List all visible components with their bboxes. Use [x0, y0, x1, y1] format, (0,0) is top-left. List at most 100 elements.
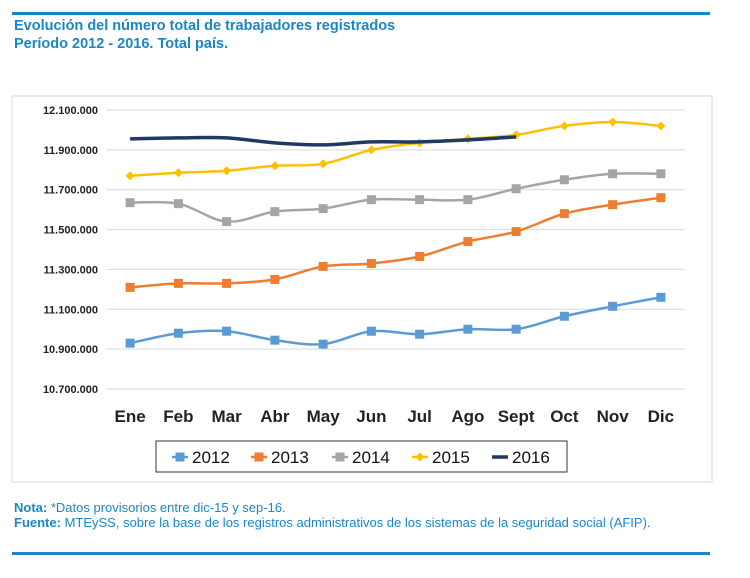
y-tick-label: 11.300.000 — [44, 264, 98, 276]
data-point-2014 — [415, 195, 425, 205]
axes: 10.700.000 10.900.000 11.100.000 11.300.000… — [43, 105, 674, 426]
bottom-rule — [12, 552, 710, 555]
data-point-2013 — [463, 237, 473, 247]
x-tick-label: Jul — [407, 407, 432, 426]
legend-item-2012: 2012 — [172, 448, 230, 467]
data-point-2015 — [559, 121, 569, 131]
source-text: MTEySS, sobre la base de los registros a… — [60, 515, 651, 530]
data-point-2012 — [511, 324, 521, 334]
series-2012 — [125, 292, 666, 349]
data-point-2015 — [318, 159, 328, 169]
data-point-2014 — [559, 175, 569, 185]
legend-marker-2015 — [415, 452, 425, 462]
y-tick-label: 11.700.000 — [44, 185, 98, 197]
chart-title-line1: Evolución del número total de trabajador… — [14, 18, 396, 34]
data-point-2014 — [463, 195, 473, 205]
data-point-2015 — [173, 168, 183, 178]
note-line: Nota: *Datos provisorios entre dic-15 y … — [14, 500, 714, 515]
y-tick-label: 11.900.000 — [44, 145, 98, 157]
legend-item-2013: 2013 — [251, 448, 309, 467]
data-point-2013 — [270, 274, 280, 284]
data-point-2013 — [173, 278, 183, 288]
y-tick-label: 10.900.000 — [43, 344, 98, 356]
x-tick-label: Jun — [356, 407, 386, 426]
data-point-2012 — [656, 292, 666, 302]
top-rule — [12, 12, 710, 15]
data-point-2014 — [222, 217, 232, 227]
data-point-2012 — [608, 301, 618, 311]
x-tick-label: Ene — [115, 407, 146, 426]
series-lines — [125, 117, 666, 349]
legend-marker-2013 — [254, 452, 264, 462]
data-point-2014 — [656, 169, 666, 179]
data-point-2013 — [366, 258, 376, 268]
data-point-2015 — [125, 171, 135, 181]
series-2013 — [125, 193, 666, 292]
x-tick-label: Mar — [212, 407, 243, 426]
data-point-2014 — [511, 184, 521, 194]
data-point-2012 — [270, 335, 280, 345]
legend-item-2014: 2014 — [332, 448, 390, 467]
chart-subtitle: Período 2012 - 2016. Total país. — [14, 36, 229, 52]
data-point-2012 — [318, 339, 328, 349]
data-point-2012 — [366, 326, 376, 336]
data-point-2014 — [270, 207, 280, 217]
source-label: Fuente: — [14, 515, 61, 530]
data-point-2013 — [511, 227, 521, 237]
series-2014 — [125, 169, 666, 227]
data-point-2012 — [222, 326, 232, 336]
x-tick-label: Dic — [648, 407, 674, 426]
footnotes: Nota: *Datos provisorios entre dic-15 y … — [14, 500, 714, 530]
data-point-2014 — [366, 195, 376, 205]
data-point-2014 — [125, 198, 135, 208]
y-tick-label: 11.100.000 — [44, 304, 98, 316]
data-point-2013 — [656, 193, 666, 203]
data-point-2014 — [173, 199, 183, 209]
data-point-2013 — [318, 261, 328, 271]
y-tick-label: 11.500.000 — [44, 225, 98, 237]
data-point-2012 — [173, 328, 183, 338]
x-tick-label: Nov — [597, 407, 630, 426]
line-chart: 10.700.000 10.900.000 11.100.000 11.300.000… — [11, 95, 713, 483]
data-point-2015 — [656, 121, 666, 131]
gridlines — [106, 109, 685, 390]
x-tick-label: Sept — [498, 407, 535, 426]
data-point-2013 — [608, 200, 618, 210]
legend-item-2016: 2016 — [492, 448, 550, 467]
legend: 2012 2013 2014 2015 2016 — [155, 440, 568, 473]
legend-label-2014: 2014 — [352, 448, 390, 467]
legend-marker-2012 — [175, 452, 185, 462]
data-point-2012 — [125, 338, 135, 348]
chart-title: Evolución del número total de trabajador… — [14, 17, 395, 53]
series-2015 — [125, 117, 666, 181]
data-point-2015 — [270, 161, 280, 171]
data-point-2013 — [222, 278, 232, 288]
data-point-2014 — [318, 204, 328, 214]
legend-item-2015: 2015 — [412, 448, 470, 467]
x-tick-label: May — [307, 407, 341, 426]
note-label: Nota: — [14, 500, 48, 515]
data-point-2015 — [608, 117, 618, 127]
y-tick-label: 12.100.000 — [43, 105, 98, 117]
data-point-2012 — [463, 324, 473, 334]
legend-label-2015: 2015 — [432, 448, 470, 467]
series-line-2016 — [130, 135, 517, 147]
x-tick-label: Feb — [163, 407, 193, 426]
x-tick-label: Oct — [550, 407, 579, 426]
data-point-2014 — [608, 169, 618, 179]
legend-marker-2014 — [335, 452, 345, 462]
data-point-2013 — [125, 282, 135, 292]
data-point-2012 — [559, 311, 569, 321]
x-tick-label: Ago — [451, 407, 484, 426]
x-tick-label: Abr — [260, 407, 290, 426]
data-point-2013 — [559, 209, 569, 219]
y-tick-label: 10.700.000 — [43, 384, 98, 396]
data-point-2013 — [415, 251, 425, 261]
series-2016 — [130, 135, 517, 147]
legend-label-2012: 2012 — [192, 448, 230, 467]
note-text: *Datos provisorios entre dic-15 y sep-16… — [47, 500, 286, 515]
legend-label-2016: 2016 — [512, 448, 550, 467]
data-point-2012 — [415, 329, 425, 339]
legend-label-2013: 2013 — [271, 448, 309, 467]
data-point-2015 — [222, 166, 232, 176]
